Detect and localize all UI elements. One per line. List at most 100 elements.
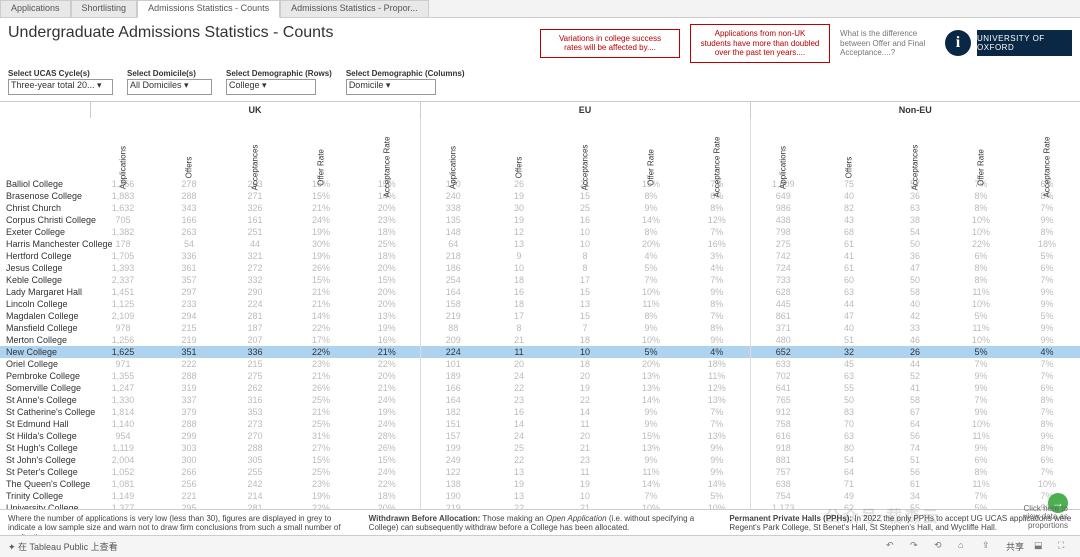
cell: 978 <box>90 322 156 334</box>
cell: 5% <box>948 310 1014 322</box>
cell: 765 <box>750 394 816 406</box>
cell: 7% <box>684 406 750 418</box>
cell: 1,173 <box>750 502 816 509</box>
filter-select[interactable]: Domicile ▾ <box>346 79 436 95</box>
group-header-uk: UK <box>90 102 420 118</box>
cell: 300 <box>156 454 222 466</box>
cell: 8% <box>684 202 750 214</box>
table-row[interactable]: Keble College2,33735733215%15%25418177%7… <box>0 274 1080 286</box>
cell: 207 <box>222 334 288 346</box>
cell: 11% <box>948 430 1014 442</box>
table-row[interactable]: Jesus College1,39336127226%20%1861085%4%… <box>0 262 1080 274</box>
cell: 7% <box>618 274 684 286</box>
table-row[interactable]: Exeter College1,38226325119%18%14812108%… <box>0 226 1080 238</box>
cell: 21% <box>288 370 354 382</box>
cell: 912 <box>750 406 816 418</box>
table-row[interactable]: Hertford College1,70533632119%18%218984%… <box>0 250 1080 262</box>
cell: 9% <box>1014 334 1080 346</box>
table-row[interactable]: St Peter's College1,05226625525%24%12213… <box>0 466 1080 478</box>
cell: 31% <box>288 430 354 442</box>
cell: 19 <box>552 478 618 490</box>
table-row[interactable]: Mansfield College97821518722%19%88879%8%… <box>0 322 1080 334</box>
table-row[interactable]: Trinity College1,14922121419%18%19013107… <box>0 490 1080 502</box>
info-icon[interactable]: i <box>945 30 971 56</box>
table-row[interactable]: Magdalen College2,10929428114%13%2191715… <box>0 310 1080 322</box>
cell: 918 <box>750 442 816 454</box>
cell: 24% <box>354 466 420 478</box>
cell: 18 <box>486 274 552 286</box>
data-table-wrap[interactable]: UKEUNon-EU ApplicationsOffersAcceptances… <box>0 101 1080 509</box>
cell: 8 <box>486 322 552 334</box>
share-label[interactable]: 共享 <box>1006 540 1024 553</box>
table-row[interactable]: Oriel College97122221523%22%101201820%18… <box>0 358 1080 370</box>
share-icon[interactable]: ⇪ <box>982 540 996 554</box>
cell: 21% <box>288 406 354 418</box>
filter-group-0: Select UCAS Cycle(s)Three-year total 20.… <box>8 69 113 95</box>
cell: 21 <box>552 442 618 454</box>
cell: 9% <box>948 406 1014 418</box>
filter-select[interactable]: All Domiciles ▾ <box>127 79 212 95</box>
cell: 18 <box>552 334 618 346</box>
cell: 438 <box>750 214 816 226</box>
tab-3[interactable]: Admissions Statistics - Propor... <box>280 0 429 17</box>
cell: 20% <box>354 370 420 382</box>
cell: 161 <box>222 214 288 226</box>
tab-0[interactable]: Applications <box>0 0 71 17</box>
cell: 20% <box>354 262 420 274</box>
table-row[interactable]: St Hugh's College1,11930328827%26%199252… <box>0 442 1080 454</box>
download-icon[interactable]: ⬓ <box>1034 540 1048 554</box>
cell: 15 <box>552 310 618 322</box>
table-row[interactable]: Harris Manchester College178544430%25%64… <box>0 238 1080 250</box>
table-row[interactable]: Lady Margaret Hall1,45129729021%20%16416… <box>0 286 1080 298</box>
table-row[interactable]: The Queen's College1,08125624223%22%1381… <box>0 478 1080 490</box>
cell: 326 <box>222 202 288 214</box>
cell: 20 <box>552 430 618 442</box>
tab-1[interactable]: Shortlisting <box>71 0 138 17</box>
cell: 54 <box>156 238 222 250</box>
table-row[interactable]: Lincoln College1,12523322421%20%15818131… <box>0 298 1080 310</box>
filter-select[interactable]: Three-year total 20... ▾ <box>8 79 113 95</box>
cell: 41 <box>882 382 948 394</box>
table-row[interactable]: University College1,37729528122%20%21922… <box>0 502 1080 509</box>
table-row[interactable]: St Edmund Hall1,14028827325%24%15114119%… <box>0 418 1080 430</box>
cell: 5% <box>618 346 684 358</box>
cell: 49 <box>816 490 882 502</box>
cell: 9% <box>618 322 684 334</box>
fullscreen-icon[interactable]: ⛶ <box>1058 540 1072 554</box>
info-box-2[interactable]: Applications from non-UK students have m… <box>690 24 830 63</box>
revert-icon[interactable]: ⟲ <box>934 540 948 554</box>
metric-header: Offers <box>156 118 222 178</box>
cell: 28% <box>354 430 420 442</box>
cell: 9% <box>618 454 684 466</box>
table-row[interactable]: Corpus Christi College70516616124%23%135… <box>0 214 1080 226</box>
redo-icon[interactable]: ↷ <box>910 540 924 554</box>
cell: 275 <box>750 238 816 250</box>
cell: 7 <box>552 322 618 334</box>
click-here-text[interactable]: Click here to view data as proportions <box>1008 505 1068 531</box>
row-label: Lady Margaret Hall <box>0 286 90 298</box>
row-label: The Queen's College <box>0 478 90 490</box>
table-row[interactable]: New College1,62535133622%21%22411105%4%6… <box>0 346 1080 358</box>
info-box-1[interactable]: Variations in college success rates will… <box>540 29 680 58</box>
table-row[interactable]: Somerville College1,24731926226%21%16622… <box>0 382 1080 394</box>
table-row[interactable]: St Hilda's College95429927031%28%1572420… <box>0 430 1080 442</box>
cell: 18 <box>552 358 618 370</box>
table-row[interactable]: St John's College2,00430030515%15%249222… <box>0 454 1080 466</box>
footer-tableau-link[interactable]: ✦ 在 Tableau Public 上查看 <box>8 540 118 553</box>
table-row[interactable]: St Catherine's College1,81437935321%19%1… <box>0 406 1080 418</box>
cell: 83 <box>816 406 882 418</box>
home-icon[interactable]: ⌂ <box>958 540 972 554</box>
tab-2[interactable]: Admissions Statistics - Counts <box>137 0 280 18</box>
table-row[interactable]: St Anne's College1,33033731625%24%164232… <box>0 394 1080 406</box>
cell: 21% <box>288 286 354 298</box>
table-row[interactable]: Merton College1,25621920717%16%209211810… <box>0 334 1080 346</box>
cell: 3% <box>684 250 750 262</box>
cell: 190 <box>420 490 486 502</box>
table-row[interactable]: Christ Church1,63234332621%20%33830259%8… <box>0 202 1080 214</box>
cell: 6% <box>948 454 1014 466</box>
cell: 1,256 <box>90 334 156 346</box>
table-row[interactable]: Pembroke College1,35528827521%20%1892420… <box>0 370 1080 382</box>
filter-select[interactable]: College ▾ <box>226 79 316 95</box>
undo-icon[interactable]: ↶ <box>886 540 900 554</box>
cell: 40 <box>816 322 882 334</box>
